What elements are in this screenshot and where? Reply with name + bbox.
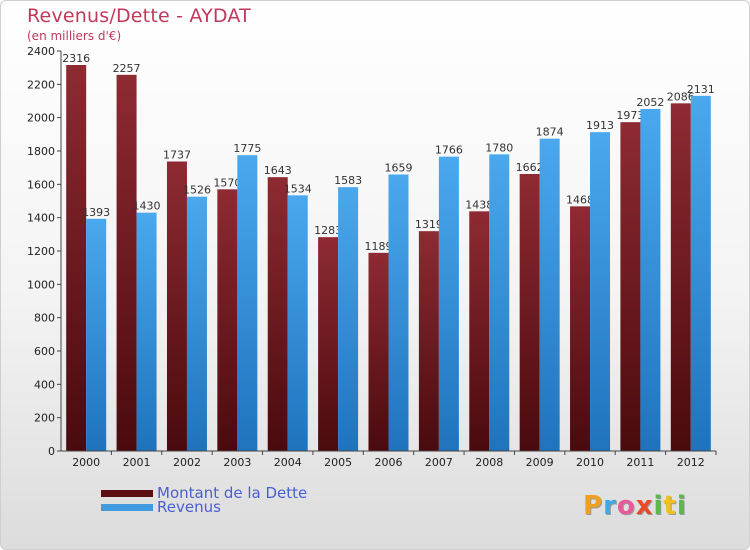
bar-revenus — [539, 138, 560, 451]
data-label-revenus: 1780 — [485, 141, 513, 154]
y-tick-label: 2000 — [27, 112, 55, 125]
y-tick-label: 1800 — [27, 145, 55, 158]
logo-letter: r — [603, 491, 617, 521]
bar-dette — [116, 74, 137, 451]
x-tick-label: 2002 — [173, 456, 201, 469]
x-tick-label: 2010 — [576, 456, 604, 469]
data-label-dette: 1662 — [516, 161, 544, 174]
x-tick-label: 2012 — [677, 456, 705, 469]
data-label-dette: 1973 — [616, 109, 644, 122]
bar-revenus — [489, 154, 510, 452]
y-tick-label: 600 — [34, 345, 55, 358]
bar-revenus — [640, 109, 661, 451]
data-label-revenus: 1534 — [284, 182, 312, 195]
legend-swatch-dette — [101, 490, 153, 497]
legend-item-revenus: Revenus — [101, 498, 341, 517]
bar-revenus — [136, 212, 157, 451]
data-label-revenus: 2131 — [687, 83, 715, 96]
bar-dette — [519, 174, 540, 451]
data-label-revenus: 1393 — [82, 206, 110, 219]
data-label-revenus: 1659 — [385, 162, 413, 175]
data-label-dette: 1643 — [264, 164, 292, 177]
data-label-revenus: 2052 — [636, 96, 664, 109]
data-label-revenus: 1430 — [133, 200, 161, 213]
x-tick-label: 2007 — [425, 456, 453, 469]
bar-dette — [318, 237, 339, 451]
y-tick-label: 1400 — [27, 212, 55, 225]
x-tick-label: 2000 — [72, 456, 100, 469]
data-label-dette: 1737 — [163, 149, 191, 162]
bar-dette — [368, 252, 389, 451]
data-label-dette: 1283 — [314, 224, 342, 237]
data-label-revenus: 1766 — [435, 144, 463, 157]
legend-item-dette: Montant de la Dette — [101, 484, 341, 503]
data-label-dette: 1570 — [213, 176, 241, 189]
x-tick-label: 2005 — [324, 456, 352, 469]
y-tick-label: 2200 — [27, 78, 55, 91]
x-tick-label: 2001 — [123, 456, 151, 469]
bar-dette — [267, 177, 288, 451]
x-tick-label: 2006 — [375, 456, 403, 469]
data-label-revenus: 1913 — [586, 119, 614, 132]
bar-revenus — [690, 95, 711, 451]
x-tick-label: 2011 — [626, 456, 654, 469]
proxiti-logo: Proxiti — [583, 491, 687, 521]
legend-label-dette: Montant de la Dette — [157, 484, 308, 502]
data-label-revenus: 1526 — [183, 184, 211, 197]
data-label-dette: 1438 — [465, 198, 493, 211]
data-label-revenus: 1874 — [536, 126, 564, 139]
logo-letter: x — [635, 491, 654, 521]
y-tick-label: 400 — [34, 378, 55, 391]
bar-dette — [670, 103, 691, 451]
y-tick-label: 1600 — [27, 178, 55, 191]
bar-dette — [469, 211, 490, 451]
bar-dette — [620, 122, 641, 452]
bar-dette — [418, 231, 439, 451]
bar-revenus — [86, 218, 107, 451]
data-label-revenus: 1775 — [233, 142, 261, 155]
x-tick-label: 2008 — [475, 456, 503, 469]
y-tick-label: 2400 — [27, 45, 55, 58]
bar-revenus — [237, 155, 258, 451]
bar-revenus — [287, 195, 308, 451]
y-tick-label: 200 — [34, 412, 55, 425]
y-tick-label: 1200 — [27, 245, 55, 258]
x-tick-label: 2003 — [223, 456, 251, 469]
logo-letter: i — [676, 491, 687, 521]
logo-letter: o — [616, 491, 636, 521]
logo-letter: i — [653, 491, 664, 521]
bar-revenus — [186, 196, 207, 451]
data-label-dette: 1468 — [566, 193, 594, 206]
logo-letter: P — [583, 491, 604, 521]
bar-revenus — [438, 156, 459, 451]
bar-revenus — [590, 132, 611, 451]
bar-revenus — [388, 174, 409, 451]
data-label-dette: 2316 — [62, 52, 90, 65]
bar-revenus — [338, 187, 359, 451]
data-label-dette: 1319 — [415, 218, 443, 231]
chart-title: Revenus/Dette - AYDAT — [27, 5, 251, 27]
legend-swatch-revenus — [101, 504, 153, 511]
legend-label-revenus: Revenus — [157, 498, 221, 516]
y-tick-label: 1000 — [27, 278, 55, 291]
chart-subtitle: (en milliers d'€) — [27, 29, 122, 43]
y-tick-label: 0 — [48, 445, 55, 458]
bar-dette — [217, 189, 238, 452]
data-label-dette: 2086 — [667, 90, 695, 103]
bar-dette — [66, 65, 87, 451]
bar-dette — [166, 161, 187, 451]
data-label-dette: 2257 — [113, 62, 141, 75]
logo-letter: t — [663, 491, 677, 521]
y-tick-label: 800 — [34, 312, 55, 325]
bar-dette — [570, 206, 591, 451]
x-tick-label: 2004 — [274, 456, 302, 469]
data-label-dette: 1189 — [365, 240, 393, 253]
data-label-revenus: 1583 — [334, 174, 362, 187]
x-tick-label: 2009 — [526, 456, 554, 469]
